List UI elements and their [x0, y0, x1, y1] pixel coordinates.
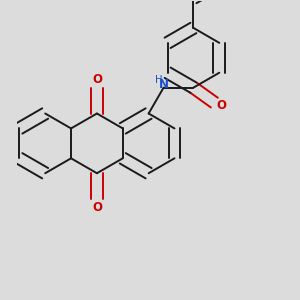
Text: O: O — [92, 201, 102, 214]
Text: O: O — [217, 99, 227, 112]
Text: H: H — [155, 75, 163, 85]
Text: N: N — [159, 78, 169, 91]
Text: O: O — [92, 73, 102, 86]
